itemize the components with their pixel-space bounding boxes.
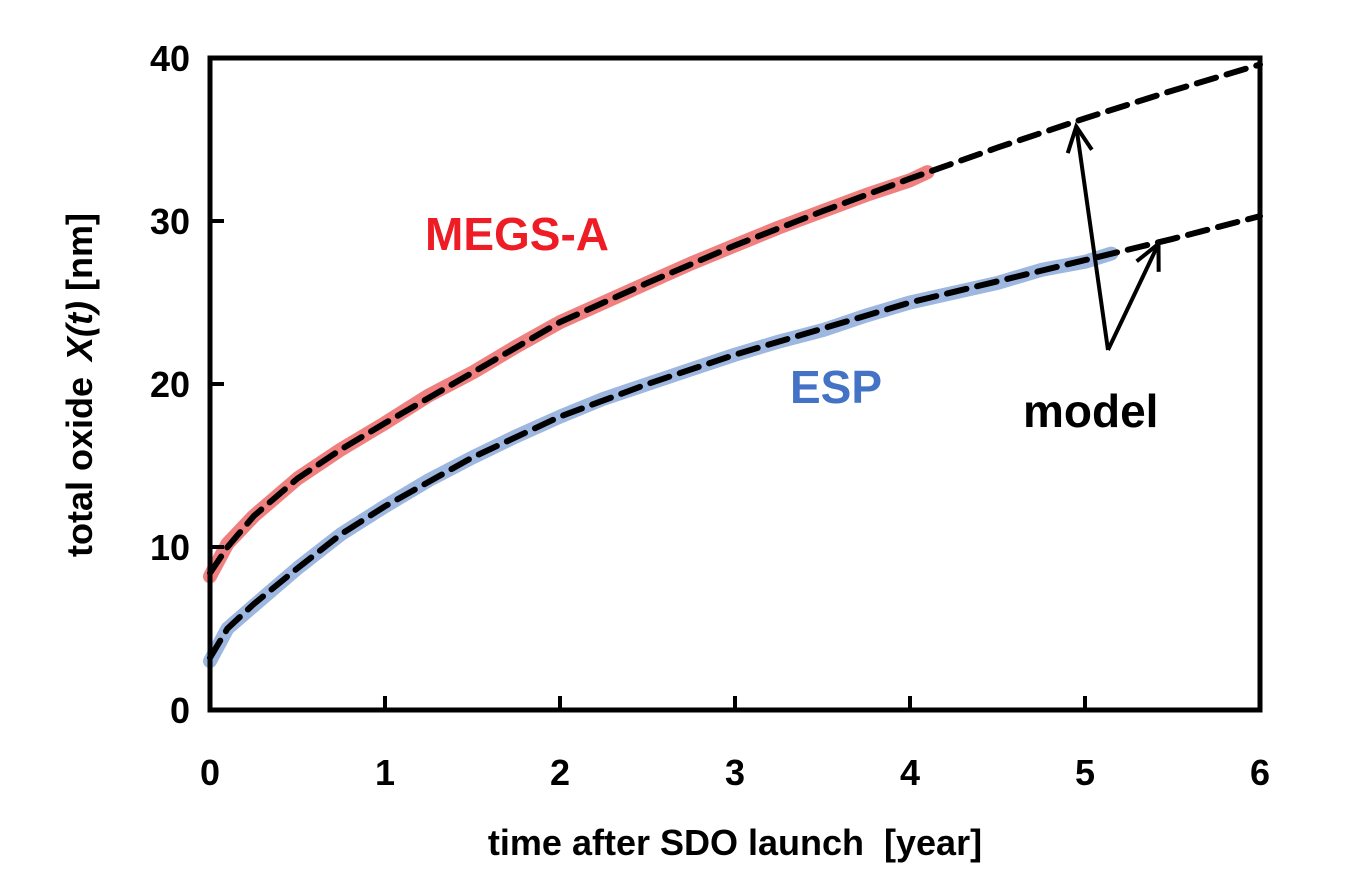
model-line-3: [207, 213, 1263, 661]
x-axis-label: time after SDO launch [year]: [488, 822, 982, 863]
y-tick-label: 10: [150, 527, 190, 568]
x-tick-label: 0: [200, 752, 220, 793]
y-axis-label: total oxide X(t) [nm]: [59, 213, 100, 557]
x-tick-label: 3: [725, 752, 745, 793]
y-axis-label-var: X(t): [59, 301, 100, 363]
y-tick-label: 30: [150, 201, 190, 242]
megs-a-label: MEGS-A: [425, 208, 609, 260]
model-label: model: [1023, 385, 1158, 437]
plot-frame: [207, 55, 1263, 713]
x-tick-label: 5: [1075, 752, 1095, 793]
arrow-line: [1106, 242, 1161, 351]
x-tick-label: 1: [375, 752, 395, 793]
arrow-head: [1135, 239, 1161, 272]
model-arrows: [1065, 121, 1161, 351]
ticks: 0 1 2 3 4 5 6 0 10 20 30 40: [150, 38, 1270, 793]
series-layer: [203, 61, 1263, 669]
esp-data-line: [203, 246, 1119, 669]
y-tick-label: 20: [150, 364, 190, 405]
arrow-head: [1065, 121, 1094, 154]
arrow-line: [1074, 126, 1110, 351]
esp-label: ESP: [790, 361, 882, 413]
x-tick-label: 6: [1250, 752, 1270, 793]
y-tick-label: 40: [150, 38, 190, 79]
y-axis-label-unit: [nm]: [59, 213, 100, 291]
y-tick-label: 0: [170, 690, 190, 731]
x-tick-label: 4: [900, 752, 920, 793]
model-line-2: [207, 61, 1263, 577]
x-tick-label: 2: [550, 752, 570, 793]
y-axis-label-prefix: total oxide: [59, 377, 100, 557]
